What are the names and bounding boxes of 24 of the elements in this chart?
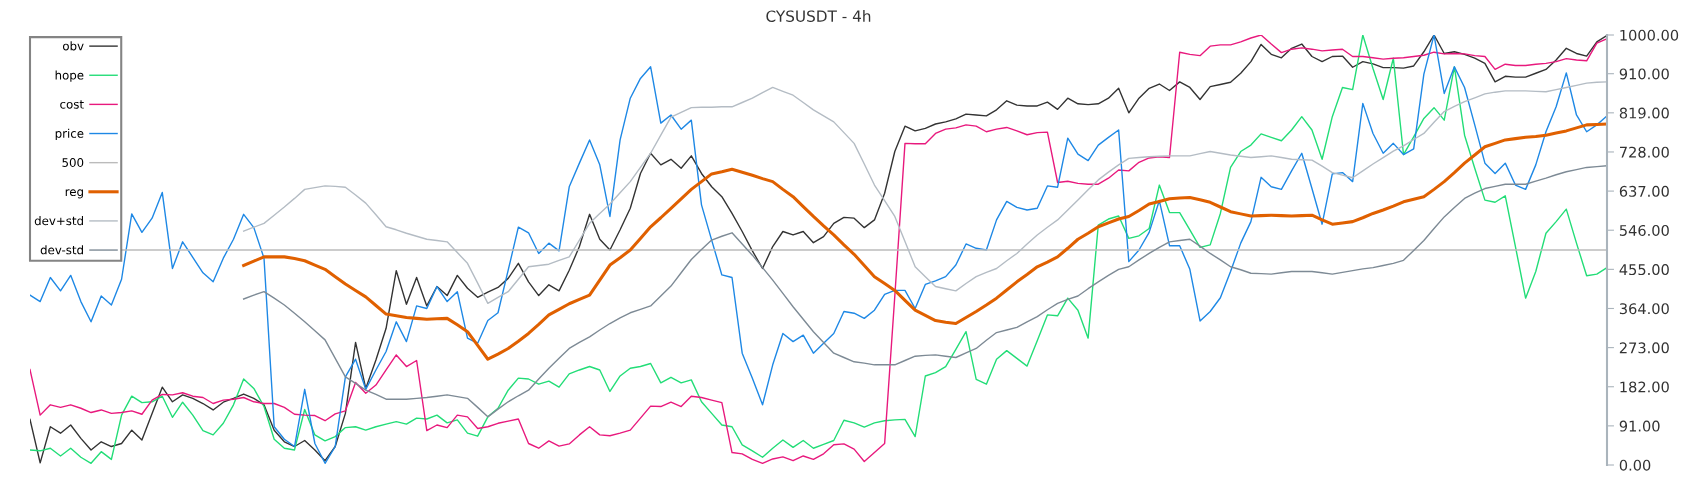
y-tick-label: 91.00 (1619, 420, 1660, 432)
y-tick-label: 182.00 (1620, 381, 1669, 393)
y-tick-label: 728.00 (1620, 146, 1669, 158)
chart-title: CYSUSDT - 4h (766, 10, 871, 22)
legend-label: cost (60, 100, 84, 109)
legend-label: reg (65, 189, 83, 199)
legend-label: hope (55, 70, 84, 82)
y-tick-label: 819.00 (1619, 107, 1669, 119)
y-tick-label: 910.00 (1619, 68, 1669, 80)
y-tick-label: 364.00 (1619, 303, 1669, 315)
legend-label: dev+std (34, 216, 83, 226)
y-tick-label: 0.00 (1619, 459, 1651, 471)
y-tick-label: 455.00 (1619, 264, 1669, 276)
y-tick-label: 1000.00 (1620, 29, 1679, 41)
legend-label: 500 (62, 158, 84, 167)
line-series (242, 165, 1607, 418)
y-tick-label: 637.00 (1619, 185, 1669, 197)
y-tick-label: 546.00 (1619, 224, 1669, 236)
legend-label: dev-std (40, 245, 83, 255)
line-series (242, 122, 1607, 361)
line-series (30, 35, 1607, 464)
y-tick-label: 273.00 (1619, 342, 1669, 354)
legend-label: price (55, 128, 84, 141)
legend-label: obv (62, 41, 84, 51)
